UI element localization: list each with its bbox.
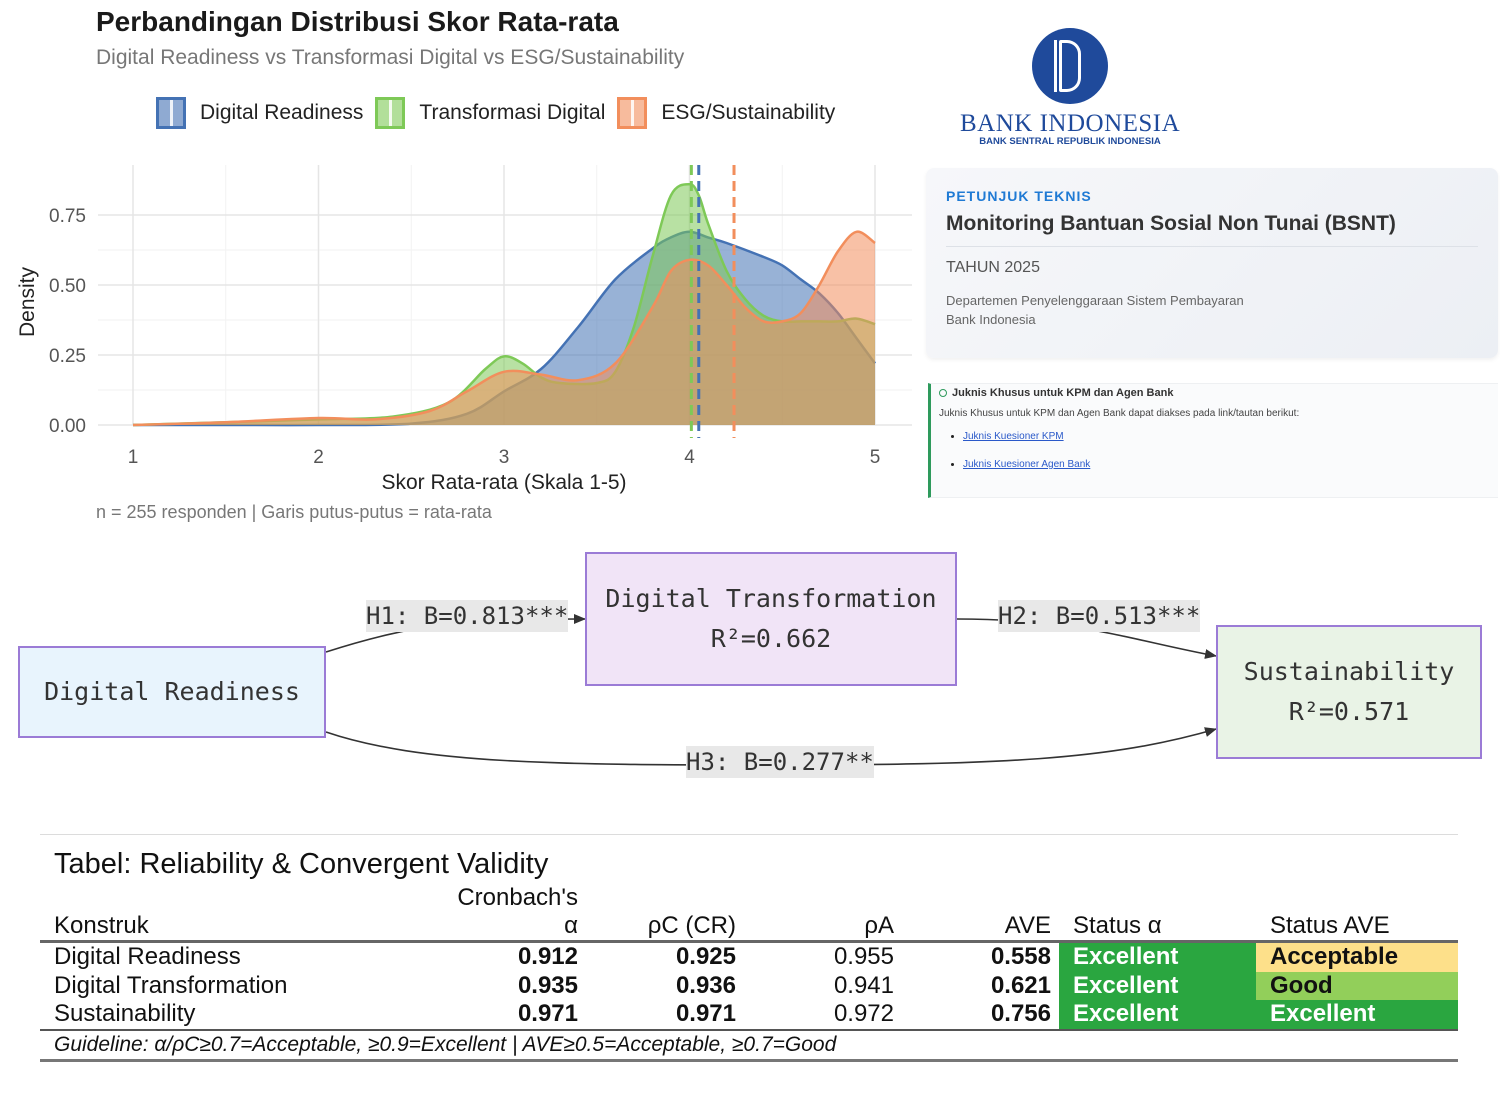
edge-label-h1: H1: Β=0.813*** xyxy=(366,600,569,632)
table-title: Tabel: Reliability & Convergent Validity xyxy=(54,848,549,880)
cell-konstruk: Digital Transformation xyxy=(54,971,288,999)
juknis-note-box: Juknis Khusus untuk KPM dan Agen Bank Ju… xyxy=(928,383,1498,498)
cell-ave: 0.621 xyxy=(990,971,1051,999)
cell-status-alpha: Excellent xyxy=(1059,1000,1256,1030)
legend-label-digital-readiness: Digital Readiness xyxy=(200,101,364,124)
bank-indonesia-emblem-icon xyxy=(1032,28,1108,104)
juknis-title: Monitoring Bantuan Sosial Non Tunai (BSN… xyxy=(946,212,1478,247)
reliability-table: Konstruk Cronbach's α ρC (CR) ρA AVE Sta… xyxy=(40,884,1458,1062)
cell-status-alpha: Excellent xyxy=(1059,971,1256,1000)
node-r2: R²=0.571 xyxy=(1288,697,1410,726)
y-tick-label: 0.75 xyxy=(49,206,86,227)
x-tick-label: 1 xyxy=(128,447,139,468)
note-text: Juknis Khusus untuk KPM dan Agen Bank da… xyxy=(939,408,1300,419)
header-rho-c: ρC (CR) xyxy=(647,912,736,939)
node-label: Digital Readiness xyxy=(44,677,300,706)
y-axis-label: Density xyxy=(16,266,39,337)
cell-rho-c: 0.925 xyxy=(675,943,736,971)
y-tick-label: 0.50 xyxy=(49,276,86,297)
header-ave: AVE xyxy=(1004,912,1051,939)
x-tick-label: 4 xyxy=(684,447,695,468)
cell-alpha: 0.912 xyxy=(517,943,578,971)
node-r2: R²=0.662 xyxy=(710,624,832,653)
logo-name: BANK INDONESIA xyxy=(960,110,1181,137)
lightbulb-icon xyxy=(939,389,947,397)
x-axis-label: Skor Rata-rata (Skala 1-5) xyxy=(381,471,626,494)
cell-status-ave: Excellent xyxy=(1256,1000,1458,1030)
cell-rho-c: 0.971 xyxy=(675,1000,736,1028)
cell-konstruk: Digital Readiness xyxy=(54,943,241,971)
density-line-esg-sustainability xyxy=(132,230,876,427)
juknis-department-line: Bank Indonesia xyxy=(946,312,1036,327)
density-chart: 1 2 3 4 5 0.00 0.25 0.50 0.75 Skor Rata-rata (Ska… xyxy=(16,165,912,494)
cell-rho-a: 0.972 xyxy=(833,1000,894,1028)
juknis-card: PETUNJUK TEKNIS Monitoring Bantuan Sosia… xyxy=(926,168,1498,358)
legend-item-digital-readiness: Digital Readiness xyxy=(156,97,363,129)
cell-rho-c: 0.936 xyxy=(675,971,736,999)
table-row: Digital Transformation 0.935 0.936 0.941… xyxy=(40,971,1458,1000)
node-label: Sustainability xyxy=(1243,657,1455,686)
table-guideline: Guideline: α/ρC≥0.7=Acceptable, ≥0.9=Exc… xyxy=(54,1032,837,1056)
density-area-esg-sustainability xyxy=(133,231,875,425)
cell-status-ave: Acceptable xyxy=(1256,941,1458,972)
legend-label-esg-sustainability: ESG/Sustainability xyxy=(661,101,836,124)
table-row: Digital Readiness 0.912 0.925 0.955 0.55… xyxy=(40,941,1458,972)
header-cronbach-line: α xyxy=(564,912,578,939)
link-juknis-kuesioner-agen-bank[interactable]: Juknis Kuesioner Agen Bank xyxy=(963,459,1091,470)
header-status-alpha: Status α xyxy=(1073,912,1162,939)
legend-key-esg-sustainability xyxy=(617,97,648,129)
cell-status-ave: Good xyxy=(1256,971,1458,1000)
y-tick-label: 0.25 xyxy=(49,346,86,367)
logo-tagline: BANK SENTRAL REPUBLIK INDONESIA xyxy=(979,136,1161,147)
table-row: Sustainability 0.971 0.971 0.972 0.756 E… xyxy=(40,1000,1458,1030)
cell-alpha: 0.935 xyxy=(517,971,578,999)
list-item: Juknis Kuesioner KPM xyxy=(963,431,1490,442)
chart-subtitle: Digital Readiness vs Transformasi Digita… xyxy=(96,46,685,69)
cell-alpha: 0.971 xyxy=(517,1000,578,1028)
header-cronbach-line: Cronbach's xyxy=(457,884,578,911)
juknis-department-line: Departemen Penyelenggaraan Sistem Pembay… xyxy=(946,293,1244,308)
x-tick-label: 5 xyxy=(870,447,881,468)
cell-ave: 0.756 xyxy=(990,1000,1051,1028)
table-top-divider xyxy=(40,834,1458,835)
legend-label-transformasi-digital: Transformasi Digital xyxy=(419,101,606,124)
chart-legend: Digital Readiness Transformasi Digital E… xyxy=(156,94,847,132)
edge-label-h2: H2: Β=0.513*** xyxy=(998,600,1201,632)
list-item: Juknis Kuesioner Agen Bank xyxy=(963,459,1490,470)
header-cronbach-alpha: Cronbach's α xyxy=(426,884,586,942)
juknis-year: TAHUN 2025 xyxy=(946,259,1040,276)
legend-key-transformasi-digital xyxy=(375,97,406,129)
juknis-label: PETUNJUK TEKNIS xyxy=(946,188,1092,204)
table-header-row: Konstruk Cronbach's α ρC (CR) ρA AVE Sta… xyxy=(40,884,1458,942)
header-rho-a: ρA xyxy=(864,912,894,939)
header-konstruk: Konstruk xyxy=(54,912,149,939)
legend-item-esg-sustainability: ESG/Sustainability xyxy=(617,97,835,129)
cell-konstruk: Sustainability xyxy=(54,1000,196,1028)
cell-rho-a: 0.955 xyxy=(833,943,894,971)
legend-item-transformasi-digital: Transformasi Digital xyxy=(375,97,605,129)
edge-label-h3: H3: Β=0.277** xyxy=(686,746,874,778)
bank-indonesia-logo: BANK INDONESIA BANK SENTRAL REPUBLIK IND… xyxy=(960,28,1180,147)
chart-caption: n = 255 responden | Garis putus-putus = … xyxy=(96,502,492,522)
note-heading: Juknis Khusus untuk KPM dan Agen Bank xyxy=(939,387,1490,399)
note-heading-text: Juknis Khusus untuk KPM dan Agen Bank xyxy=(952,387,1174,399)
node-digital-readiness: Digital Readiness xyxy=(18,646,326,738)
cell-rho-a: 0.941 xyxy=(833,971,894,999)
note-link-list: Juknis Kuesioner KPM Juknis Kuesioner Ag… xyxy=(939,431,1490,470)
node-sustainability: Sustainability R²=0.571 xyxy=(1216,625,1482,759)
y-tick-label: 0.00 xyxy=(49,416,86,437)
juknis-department: Departemen Penyelenggaraan Sistem Pembay… xyxy=(946,291,1478,329)
node-digital-transformation: Digital Transformation R²=0.662 xyxy=(585,552,957,686)
chart-title: Perbandingan Distribusi Skor Rata-rata xyxy=(96,6,619,37)
header-status-ave: Status AVE xyxy=(1270,912,1390,939)
node-label: Digital Transformation xyxy=(605,584,937,613)
table-guideline-row: Guideline: α/ρC≥0.7=Acceptable, ≥0.9=Exc… xyxy=(40,1029,1458,1060)
cell-status-alpha: Excellent xyxy=(1059,941,1256,972)
cell-ave: 0.558 xyxy=(990,943,1051,971)
legend-key-digital-readiness xyxy=(156,97,186,129)
x-tick-label: 3 xyxy=(499,447,510,468)
x-tick-label: 2 xyxy=(313,447,324,468)
link-juknis-kuesioner-kpm[interactable]: Juknis Kuesioner KPM xyxy=(963,431,1064,442)
